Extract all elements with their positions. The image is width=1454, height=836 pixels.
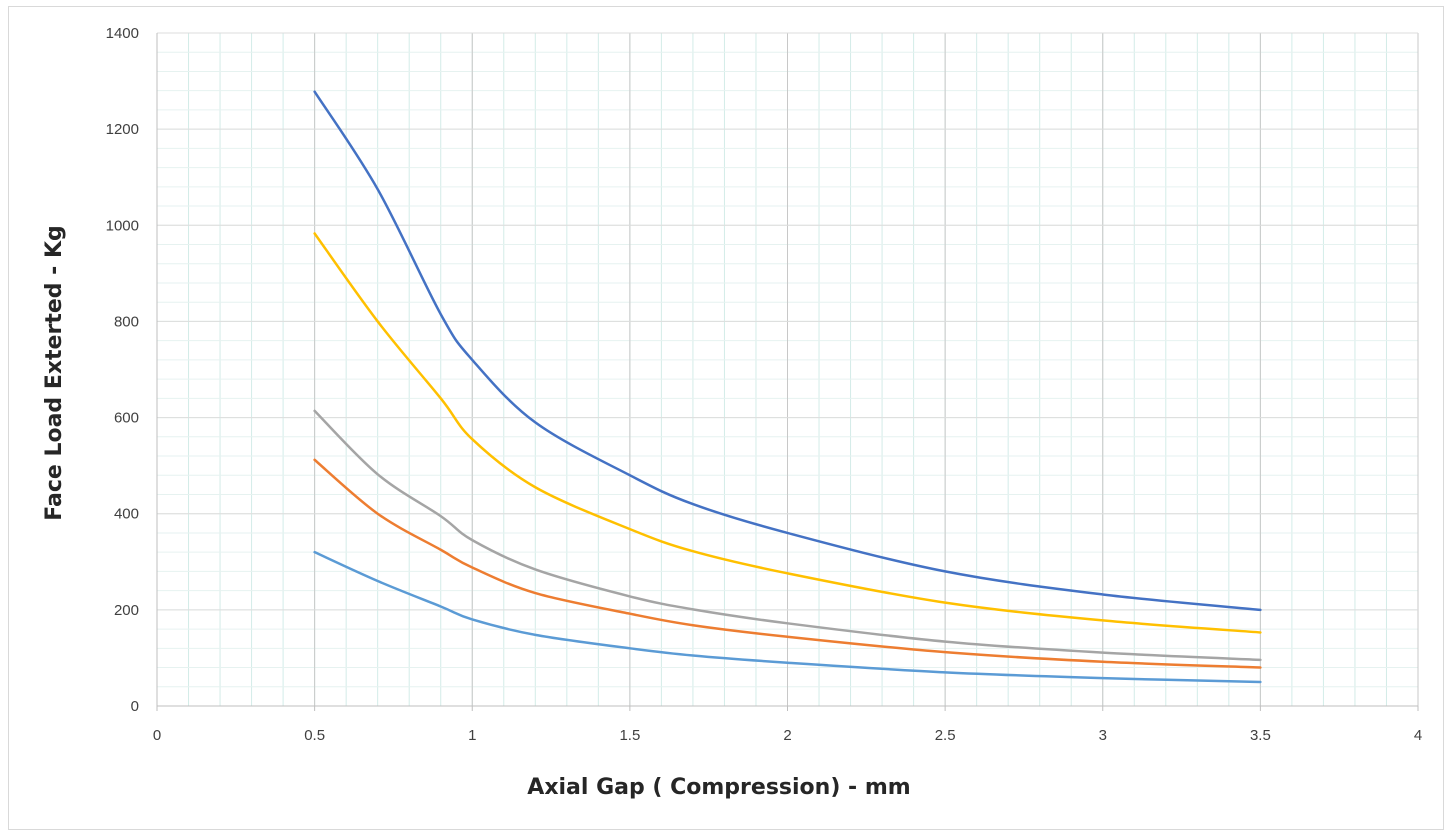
x-tick-label: 0 [153,727,161,744]
x-tick-label: 1 [468,727,476,744]
x-tick-label: 1.5 [619,727,640,744]
line-chart: 0 0.5 1 1.5 2 2.5 3 3.5 4 0 200 400 600 800 1000 1200 1… [42,25,1422,800]
y-tick-label: 800 [114,313,139,330]
y-axis-title: Face Load Exterted - Kg [42,225,67,521]
x-tick-labels: 0 0.5 1 1.5 2 2.5 3 3.5 4 [153,727,1422,744]
x-tick-label: 3.5 [1250,727,1271,744]
chart-area: 0 0.5 1 1.5 2 2.5 3 3.5 4 0 200 400 600 800 1000 1200 1… [8,6,1444,830]
series-line-2 [313,232,1262,634]
y-tick-labels: 0 200 400 600 800 1000 1200 1400 [106,25,139,715]
x-tick-label: 2.5 [935,727,956,744]
major-gridlines [156,32,1419,707]
series-line-3 [313,409,1262,662]
x-axis-title: Axial Gap ( Compression) - mm [527,775,910,800]
y-tick-label: 1000 [106,217,139,234]
x-tick-label: 2 [783,727,791,744]
series-line-5 [313,550,1262,684]
x-tick-label: 3 [1099,727,1107,744]
y-tick-label: 0 [131,698,139,715]
series-line-4 [313,458,1262,669]
x-tick-label: 4 [1414,727,1422,744]
y-tick-label: 600 [114,410,139,427]
x-tick-label: 0.5 [304,727,325,744]
y-tick-label: 1200 [106,121,139,138]
y-tick-label: 400 [114,506,139,523]
y-tick-label: 200 [114,602,139,619]
y-tick-label: 1400 [106,25,139,42]
axes [156,33,1419,711]
series-line-1 [313,90,1262,612]
series-layer [313,90,1262,684]
